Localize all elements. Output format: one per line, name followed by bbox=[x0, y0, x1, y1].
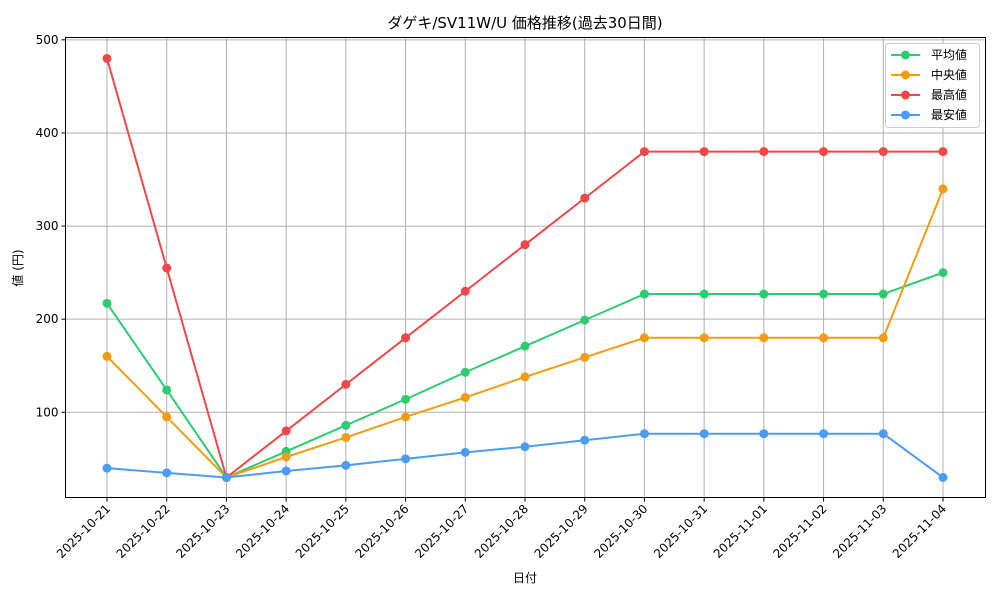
data-point bbox=[162, 468, 172, 478]
data-point bbox=[341, 420, 351, 430]
grid-lines bbox=[65, 37, 986, 498]
data-point bbox=[759, 333, 769, 343]
data-point bbox=[819, 147, 829, 157]
series-line bbox=[102, 429, 948, 482]
y-axis-ticks: 100 200 300 400 500 bbox=[36, 33, 66, 419]
y-tick-label: 200 bbox=[36, 312, 59, 326]
data-point bbox=[878, 429, 888, 439]
data-point bbox=[401, 394, 411, 404]
x-tick-label: 2025-10-21 bbox=[54, 502, 113, 561]
data-point bbox=[281, 426, 291, 436]
data-point bbox=[520, 442, 530, 452]
data-point bbox=[102, 463, 112, 473]
legend-label: 中央値 bbox=[931, 67, 967, 82]
data-point bbox=[341, 432, 351, 442]
legend-item: 最安値 bbox=[891, 107, 967, 122]
x-tick-label: 2025-10-27 bbox=[412, 502, 471, 561]
data-point bbox=[102, 53, 112, 63]
y-tick-label: 100 bbox=[36, 405, 59, 419]
x-tick-label: 2025-10-23 bbox=[173, 502, 232, 561]
data-point bbox=[401, 412, 411, 422]
data-point bbox=[281, 452, 291, 462]
x-tick-label: 2025-10-29 bbox=[532, 502, 591, 561]
data-point bbox=[460, 286, 470, 296]
data-point bbox=[878, 289, 888, 299]
x-tick-label: 2025-11-02 bbox=[770, 502, 829, 561]
chart-title: ダゲキ/SV11W/U 価格推移(過去30日間) bbox=[387, 14, 662, 32]
x-tick-label: 2025-11-03 bbox=[830, 502, 889, 561]
data-point bbox=[639, 147, 649, 157]
data-point bbox=[102, 298, 112, 308]
data-series bbox=[102, 53, 948, 482]
data-point bbox=[401, 454, 411, 464]
legend-item: 平均値 bbox=[891, 47, 967, 62]
data-point bbox=[162, 385, 172, 395]
data-point bbox=[102, 351, 112, 361]
data-point bbox=[580, 193, 590, 203]
data-point bbox=[699, 289, 709, 299]
legend-marker-icon bbox=[901, 90, 910, 100]
y-axis-label: 値 (円) bbox=[10, 249, 25, 286]
data-point bbox=[938, 184, 948, 194]
x-tick-label: 2025-10-22 bbox=[114, 502, 173, 561]
x-tick-label: 2025-11-01 bbox=[711, 502, 770, 561]
data-point bbox=[759, 289, 769, 299]
legend-label: 平均値 bbox=[931, 47, 967, 62]
data-point bbox=[699, 147, 709, 157]
data-point bbox=[759, 147, 769, 157]
legend-marker-icon bbox=[901, 70, 910, 80]
legend-item: 最高値 bbox=[891, 87, 967, 102]
legend-marker-icon bbox=[901, 110, 910, 120]
legend-label: 最高値 bbox=[931, 87, 967, 102]
data-point bbox=[938, 472, 948, 482]
data-point bbox=[221, 472, 231, 482]
data-point bbox=[580, 435, 590, 445]
y-tick-label: 400 bbox=[36, 126, 59, 140]
x-tick-label: 2025-10-28 bbox=[472, 502, 531, 561]
data-point bbox=[520, 372, 530, 382]
data-point bbox=[520, 240, 530, 250]
data-point bbox=[162, 412, 172, 422]
data-point bbox=[819, 333, 829, 343]
data-point bbox=[341, 379, 351, 389]
data-point bbox=[401, 333, 411, 343]
data-point bbox=[938, 147, 948, 157]
x-axis-label: 日付 bbox=[513, 571, 537, 585]
x-tick-label: 2025-10-25 bbox=[293, 502, 352, 561]
data-point bbox=[580, 352, 590, 362]
data-point bbox=[639, 289, 649, 299]
data-point bbox=[938, 268, 948, 278]
legend-item: 中央値 bbox=[891, 67, 967, 82]
data-point bbox=[341, 460, 351, 470]
x-tick-label: 2025-10-31 bbox=[651, 502, 710, 561]
data-point bbox=[162, 263, 172, 273]
x-tick-label: 2025-11-04 bbox=[890, 502, 949, 561]
data-point bbox=[460, 367, 470, 377]
legend-marker-icon bbox=[901, 50, 910, 60]
x-tick-label: 2025-10-30 bbox=[591, 502, 650, 561]
data-point bbox=[460, 392, 470, 402]
data-point bbox=[639, 333, 649, 343]
data-point bbox=[878, 333, 888, 343]
data-point bbox=[699, 429, 709, 439]
data-point bbox=[520, 341, 530, 351]
x-tick-label: 2025-10-24 bbox=[233, 502, 292, 561]
data-point bbox=[759, 429, 769, 439]
data-point bbox=[878, 147, 888, 157]
data-point bbox=[580, 315, 590, 325]
data-point bbox=[281, 466, 291, 476]
data-point bbox=[699, 333, 709, 343]
data-point bbox=[460, 447, 470, 457]
x-axis-ticks: 2025-10-21 2025-10-22 2025-10-23 2025-10-24… bbox=[54, 497, 949, 561]
x-tick-label: 2025-10-26 bbox=[352, 502, 411, 561]
y-tick-label: 300 bbox=[36, 219, 59, 233]
legend-label: 最安値 bbox=[931, 107, 967, 122]
legend-box bbox=[885, 43, 980, 128]
y-tick-label: 500 bbox=[36, 33, 59, 47]
data-point bbox=[639, 429, 649, 439]
data-point bbox=[819, 289, 829, 299]
data-point bbox=[819, 429, 829, 439]
